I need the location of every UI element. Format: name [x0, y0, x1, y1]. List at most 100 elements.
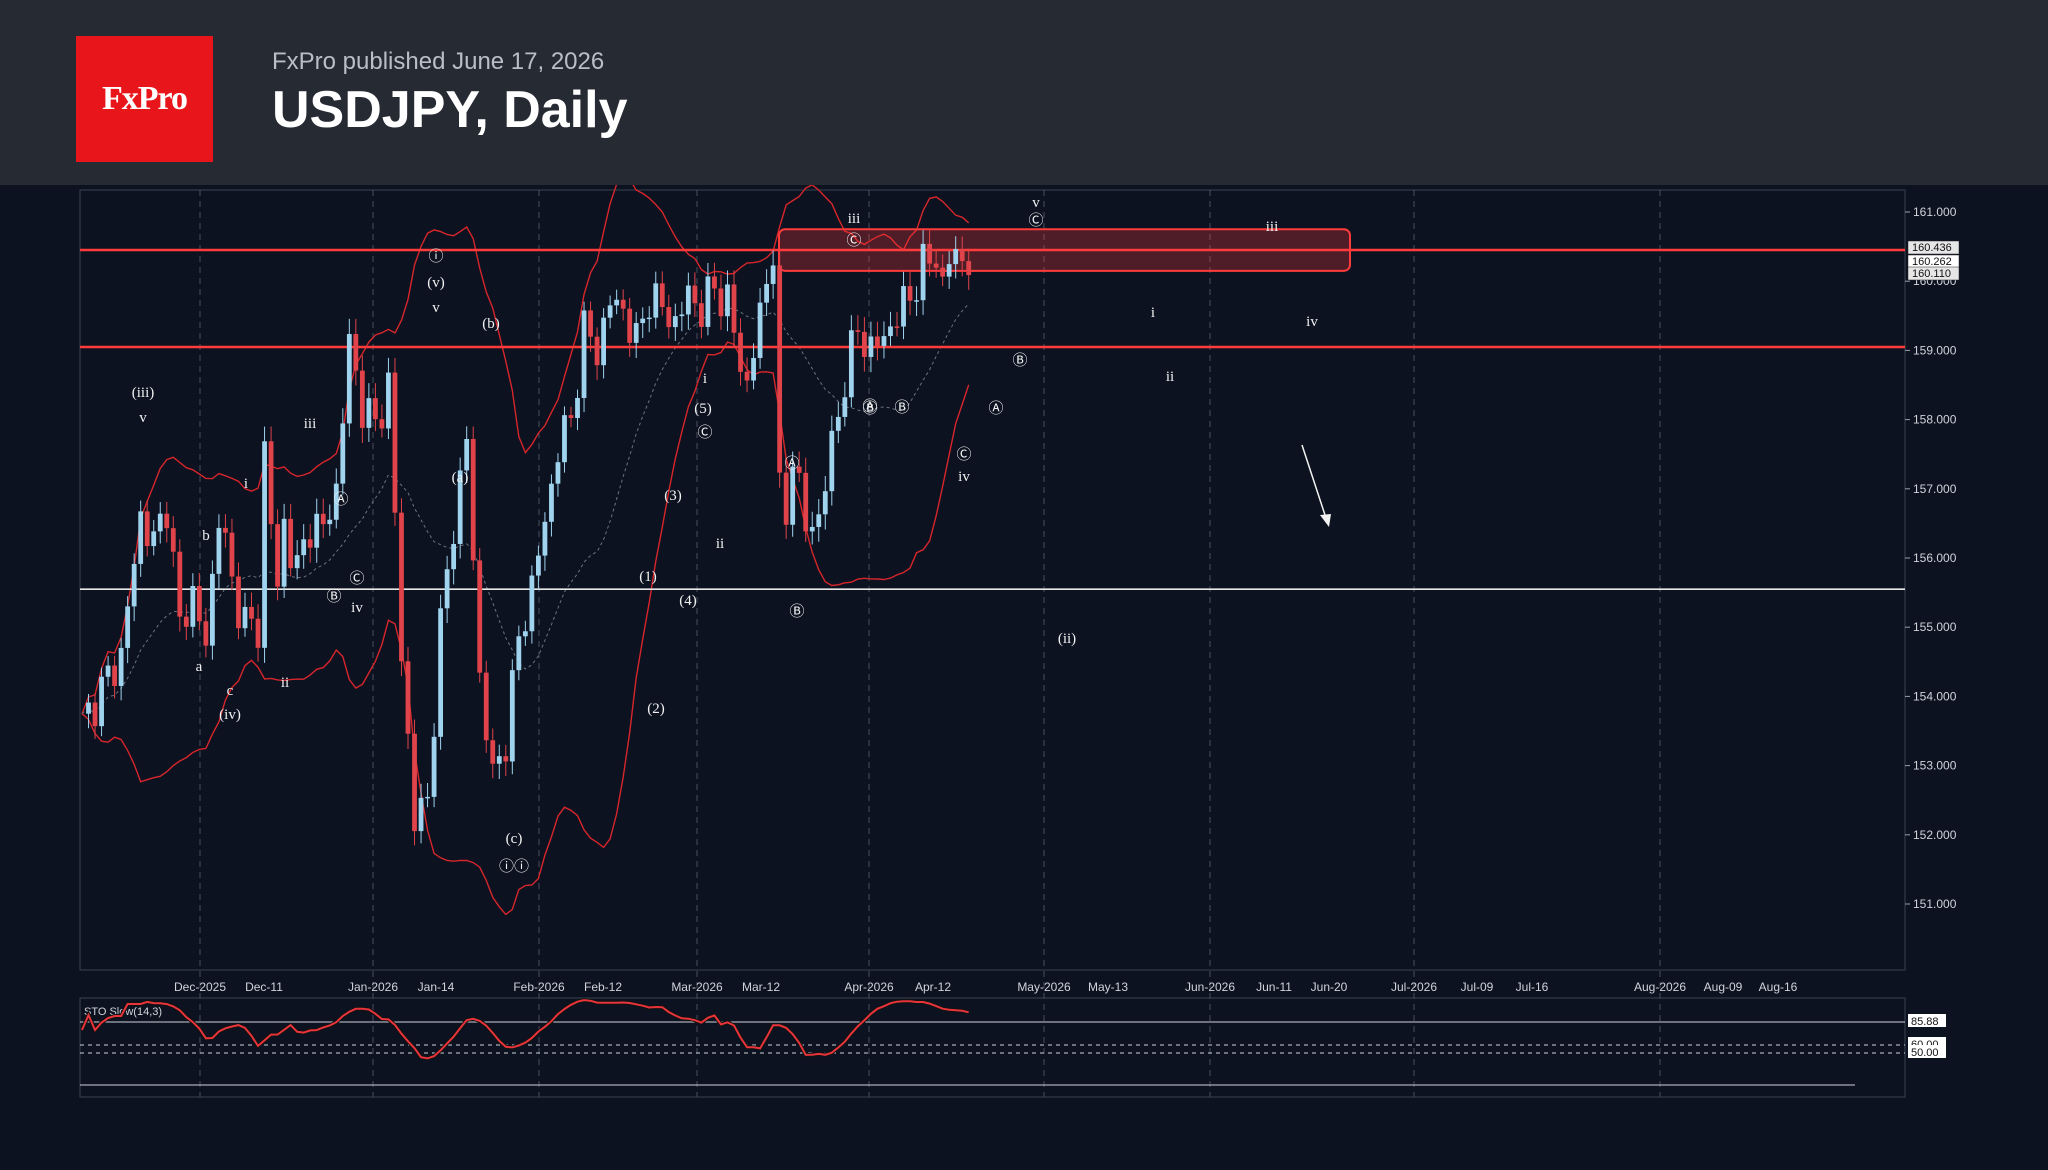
candle-body [477, 560, 483, 673]
candle-body [412, 733, 417, 832]
candle-body [320, 513, 326, 525]
x-tick-label: Mar-2026 [671, 980, 723, 994]
wave-label: (v) [427, 275, 445, 291]
x-tick-label: Jun-2026 [1185, 980, 1235, 994]
candle-body [190, 586, 196, 627]
stochastic-level-bg [1908, 1014, 1946, 1027]
candle-body [855, 330, 861, 332]
candle-body [177, 551, 183, 617]
wave-label: ⓘⓘ [499, 858, 529, 875]
candle-body [242, 606, 248, 629]
x-tick-label: Apr-2026 [844, 980, 894, 994]
y-tick-label: 151.000 [1913, 897, 1957, 911]
candle-body [777, 265, 783, 473]
wave-label: i [703, 371, 707, 387]
candle-body [157, 513, 163, 532]
candle-body [562, 415, 567, 463]
stochastic-frame [79, 997, 1906, 1098]
y-tick-label: 158.000 [1913, 413, 1957, 427]
candle-body [822, 491, 828, 515]
candle-body [399, 512, 404, 662]
candle-body [744, 371, 750, 381]
x-tick-label: Dec-11 [245, 980, 283, 994]
candle-body [679, 314, 685, 317]
price-tag: 160.436 [1912, 242, 1952, 254]
price-tag: 160.262 [1912, 256, 1952, 268]
candle-body [170, 528, 176, 552]
x-tick-label: Jan-2026 [348, 980, 398, 994]
candle-body [646, 317, 652, 320]
candle-body [444, 569, 450, 609]
candle-body [359, 370, 365, 428]
candle-body [692, 285, 698, 304]
candle-body [503, 756, 509, 762]
x-tick-label: Apr-12 [915, 980, 951, 994]
candle-body [288, 518, 294, 569]
wave-label: Ⓐ [988, 400, 1003, 417]
candle-body [138, 511, 144, 564]
candle-body [496, 756, 502, 764]
candle-body [131, 563, 137, 607]
stochastic-level-bg [1908, 1045, 1946, 1058]
x-tick-label: Jul-16 [1516, 980, 1549, 994]
candle-body [125, 606, 131, 648]
y-tick-label: 161.000 [1913, 205, 1957, 219]
candle-body [640, 318, 646, 324]
candle-body [933, 263, 939, 268]
candle-body [196, 586, 202, 622]
wave-label: Ⓐ [333, 491, 348, 508]
x-tick-label: Mar-12 [742, 980, 780, 994]
x-tick-label: Jul-2026 [1391, 980, 1437, 994]
stochastic-level-label: 85.88 [1911, 1016, 1939, 1028]
y-tick-label: 157.000 [1913, 482, 1957, 496]
wave-label: Ⓑ [862, 400, 877, 417]
candle-body [555, 462, 561, 484]
x-tick-label: Aug-09 [1704, 980, 1743, 994]
candle-body [764, 283, 769, 303]
x-tick-label: Jun-11 [1256, 980, 1292, 994]
y-tick-label: 156.000 [1913, 551, 1957, 565]
wave-label: i [1151, 305, 1155, 321]
wave-label: Ⓐ [862, 398, 877, 415]
candle-body [666, 307, 672, 328]
x-tick-label: Jun-20 [1311, 980, 1348, 994]
brand-name: FxPro [101, 80, 188, 117]
candle-body [464, 438, 470, 471]
candle-body [144, 511, 150, 547]
plot-frame [79, 189, 1906, 971]
usdjpy-daily-chart: (iii)vbac(iv)iiiiiiⒶⒷⒸivⓘ(v)v(a)(b)(c)ⓘⓘ… [79, 185, 1960, 1098]
wave-label: Ⓑ [894, 399, 909, 416]
page-title: USDJPY, Daily [272, 81, 628, 139]
candle-body [301, 539, 307, 556]
candle-body [451, 543, 457, 570]
wave-label: (c) [506, 831, 523, 847]
wave-label: (b) [482, 316, 500, 332]
candle-body [718, 288, 724, 317]
candle-body [796, 466, 802, 473]
candle-body [92, 702, 98, 727]
candle-body [483, 672, 489, 741]
published-date: FxPro published June 17, 2026 [272, 48, 605, 75]
candle-body [457, 470, 463, 544]
wave-label: iv [958, 469, 970, 485]
candle-body [751, 357, 756, 381]
wave-label: ii [1166, 369, 1174, 385]
wave-label: (2) [647, 701, 665, 717]
candle-body [418, 797, 424, 832]
candle-body [712, 276, 717, 289]
candle-body [601, 317, 606, 366]
candle-body [366, 398, 372, 428]
wave-label: iii [848, 211, 861, 227]
wave-label: Ⓑ [789, 603, 804, 620]
wave-label: ii [281, 675, 289, 691]
candle-body [685, 285, 691, 315]
wave-label: Ⓑ [326, 588, 341, 605]
wave-label: (iii) [132, 385, 155, 401]
candle-body [816, 514, 822, 527]
wave-label: Ⓒ [846, 232, 861, 249]
time-axis: Dec-2025 Dec-11 Jan-2026 Jan-14 Feb-2026 Feb-… [174, 980, 1798, 994]
candle-body [953, 249, 959, 265]
candle-body [927, 243, 932, 264]
candle-body [914, 300, 919, 302]
stochastic-line [81, 999, 969, 1060]
